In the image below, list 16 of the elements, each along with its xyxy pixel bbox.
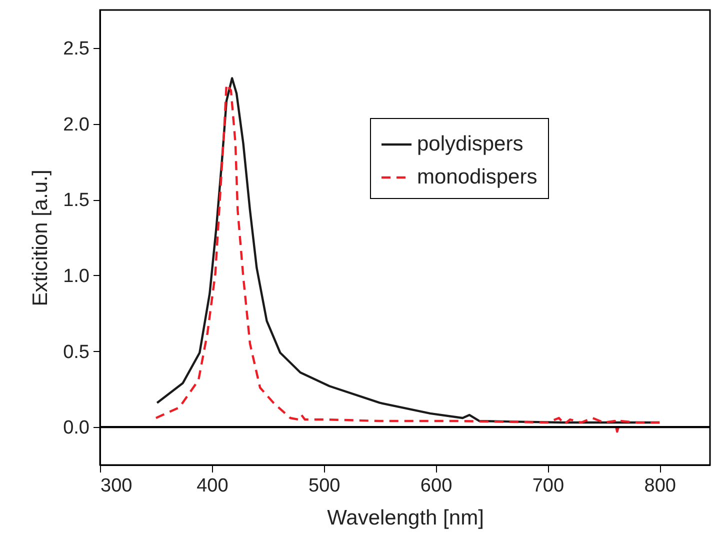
y-tick-label: 0.0 xyxy=(63,418,90,439)
legend-label: polydispers xyxy=(417,132,524,156)
legend-label: monodispers xyxy=(417,166,538,188)
x-tick-label: 300 xyxy=(100,476,132,496)
x-tick-label: 400 xyxy=(196,476,228,496)
y-tick-label: 0.5 xyxy=(63,342,90,363)
y-tick-label: 1.5 xyxy=(63,190,90,212)
x-tick-label: 500 xyxy=(308,476,340,496)
x-tick-label: 600 xyxy=(420,476,452,496)
x-axis-title: Wavelength [nm] xyxy=(327,506,484,530)
y-axis-title: Exticition [a.u.] xyxy=(29,170,52,306)
x-tick-label: 700 xyxy=(532,476,564,496)
y-tick-label: 2.5 xyxy=(63,38,90,60)
x-tick-label: 800 xyxy=(644,476,676,496)
y-tick-label: 2.0 xyxy=(63,114,90,136)
y-tick-label: 1.0 xyxy=(63,266,90,287)
